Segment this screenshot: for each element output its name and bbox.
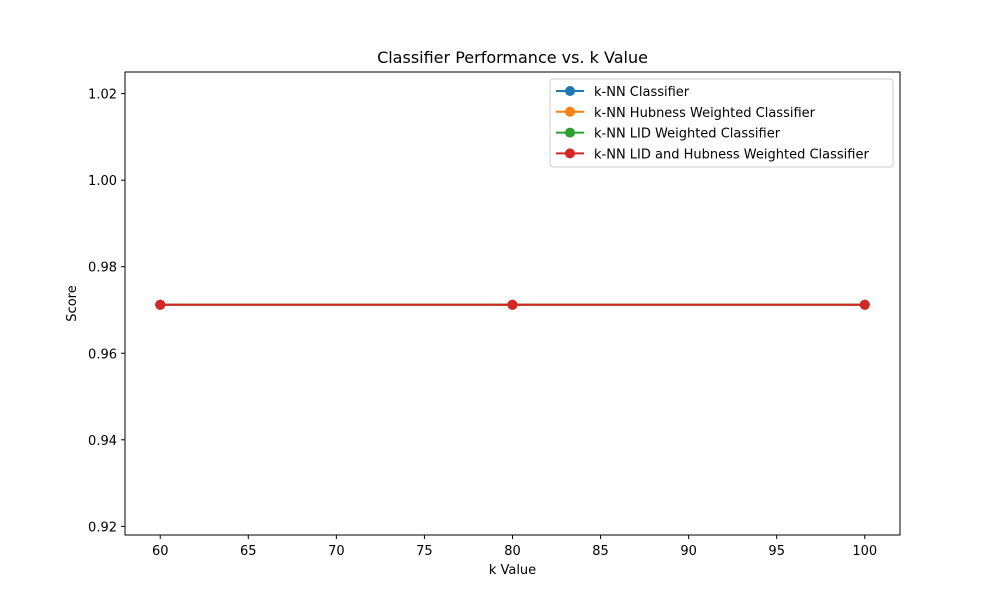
y-tick-label: 1.00 [88,174,117,189]
x-tick-label: 95 [768,544,785,559]
series [155,299,870,310]
series-layer [155,299,870,310]
x-axis-label: k Value [489,563,536,578]
legend-item: k-NN Hubness Weighted Classifier [556,106,816,121]
legend-label: k-NN Hubness Weighted Classifier [594,106,816,121]
x-tick-label: 85 [592,544,609,559]
y-axis: 0.92 0.94 0.96 0.98 1.00 1.02 [88,88,125,535]
legend-marker [565,106,575,117]
x-tick-label: 75 [416,544,433,559]
x-tick-label: 65 [240,544,257,559]
y-tick-label: 0.96 [88,347,117,362]
legend: k-NN Classifier k-NN Hubness Weighted Cla… [549,78,894,168]
y-tick-label: 0.98 [88,261,117,276]
legend-label: k-NN LID and Hubness Weighted Classifier [594,147,869,162]
y-tick-label: 1.02 [88,88,117,103]
data-point [507,299,518,310]
x-tick-label: 100 [852,544,877,559]
y-axis-label: Score [65,285,80,321]
x-tick-label: 80 [504,544,521,559]
data-point [859,299,870,310]
legend-item: k-NN LID and Hubness Weighted Classifier [556,147,869,162]
data-point [155,299,166,310]
x-tick-label: 70 [328,544,345,559]
y-tick-label: 0.94 [88,434,117,449]
legend-item: k-NN LID Weighted Classifier [556,127,781,142]
x-axis: 60 65 70 75 80 85 90 95 100 [152,535,877,559]
x-tick-label: 90 [680,544,697,559]
y-tick-label: 0.92 [88,520,117,535]
chart-title: Classifier Performance vs. k Value [377,48,648,67]
legend-label: k-NN LID Weighted Classifier [594,127,781,142]
legend-item: k-NN Classifier [556,85,690,100]
legend-marker [565,148,575,159]
legend-box [549,78,894,168]
legend-marker [565,86,575,96]
x-tick-label: 60 [152,544,169,559]
legend-marker [565,127,575,138]
legend-label: k-NN Classifier [594,85,690,100]
